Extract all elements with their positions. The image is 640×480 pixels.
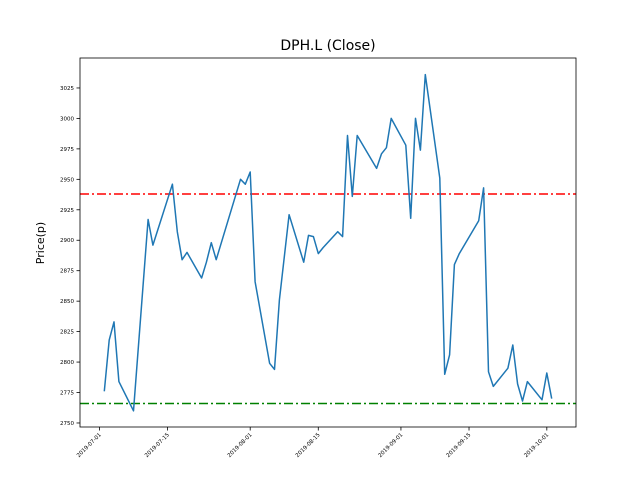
y-tick-label: 3025 xyxy=(60,86,74,92)
y-tick-label: 2875 xyxy=(60,269,74,275)
axes-frame xyxy=(79,57,577,428)
y-tick-label: 2825 xyxy=(60,330,74,336)
chart-title: DPH.L (Close) xyxy=(280,38,375,54)
y-tick-label: 2775 xyxy=(60,391,74,397)
y-tick-label: 2900 xyxy=(60,238,74,244)
y-tick-label: 2975 xyxy=(60,147,74,153)
y-tick-label: 3000 xyxy=(60,116,74,122)
y-tick-label: 2925 xyxy=(60,208,74,214)
y-tick-label: 2950 xyxy=(60,177,74,183)
series-line-close xyxy=(103,73,553,412)
y-tick-label: 2800 xyxy=(60,360,74,366)
y-tick-label: 2750 xyxy=(60,421,74,427)
y-axis-label: Price(p) xyxy=(34,222,47,264)
y-tick-label: 2850 xyxy=(60,299,74,305)
